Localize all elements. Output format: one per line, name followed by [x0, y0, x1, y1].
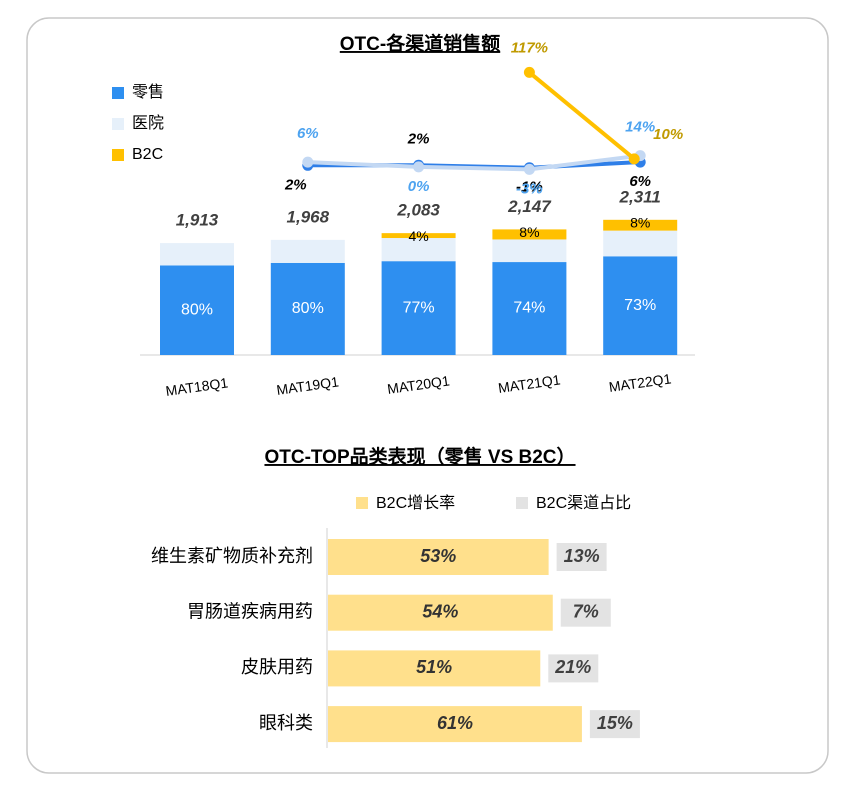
- bar-label: 73%: [624, 297, 656, 314]
- growth-label: 6%: [297, 125, 319, 142]
- share-box: [548, 654, 599, 683]
- total-label: 1,968: [287, 207, 330, 226]
- growth-point: [523, 163, 535, 175]
- legend-label: B2C: [132, 146, 163, 163]
- bar-label: 8%: [519, 224, 539, 240]
- bar-label: 61%: [437, 713, 473, 733]
- bar-label: 77%: [403, 299, 435, 316]
- bar-segment: [381, 233, 456, 239]
- share-label: 21%: [554, 657, 591, 677]
- legend-swatch: [112, 149, 124, 161]
- bar-segment: [270, 262, 345, 355]
- bar-label: 4%: [408, 228, 428, 244]
- growth-label: 117%: [511, 39, 548, 56]
- chart-title: OTC-TOP品类表现（零售 VS B2C）: [264, 445, 575, 468]
- legend-swatch: [112, 118, 124, 130]
- bar-segment: [492, 239, 567, 263]
- bar-segment: [492, 262, 567, 355]
- legend-label: 医院: [132, 114, 164, 132]
- bar-label: 51%: [416, 657, 452, 677]
- growth-label: 10%: [653, 126, 683, 143]
- share-label: 13%: [564, 546, 600, 566]
- share-label: 7%: [573, 601, 599, 621]
- legend-label: 零售: [132, 83, 164, 101]
- share-label: 15%: [597, 713, 633, 733]
- y-tick-label: 眼科类: [259, 713, 313, 733]
- growth-point: [413, 161, 425, 173]
- share-box: [560, 598, 611, 627]
- y-tick-label: 皮肤用药: [241, 657, 313, 677]
- bar: [328, 539, 549, 575]
- bar-label: 8%: [630, 215, 650, 231]
- bar-segment: [160, 265, 234, 355]
- bar-segment: [270, 239, 345, 263]
- total-label: 2,147: [507, 197, 552, 216]
- bar-label: 80%: [181, 301, 213, 318]
- growth-line: [528, 70, 636, 161]
- growth-point: [628, 153, 640, 165]
- growth-label: -1%: [516, 179, 543, 196]
- bar: [328, 594, 553, 631]
- card: [26, 17, 829, 774]
- bar-segment: [160, 243, 234, 266]
- bar-segment: [603, 219, 678, 231]
- growth-label: -3%: [516, 180, 543, 197]
- growth-point: [523, 66, 535, 78]
- total-label: 1,913: [176, 211, 219, 230]
- bar-segment: [603, 230, 678, 257]
- legend-swatch: [356, 497, 368, 509]
- bar: [328, 706, 582, 743]
- growth-point: [302, 156, 314, 168]
- bar-label: 74%: [513, 300, 545, 317]
- growth-label: 2%: [407, 130, 430, 147]
- bar-segment: [603, 256, 678, 355]
- growth-label: 2%: [284, 176, 307, 193]
- total-label: 2,083: [396, 201, 440, 220]
- y-tick-label: 维生素矿物质补充剂: [151, 546, 313, 566]
- legend-label: B2C渠道占比: [536, 494, 631, 512]
- share-box: [556, 543, 607, 571]
- chart-title: OTC-各渠道销售额: [340, 32, 500, 55]
- growth-line: [307, 153, 641, 172]
- growth-label: 0%: [408, 178, 430, 195]
- bar-segment: [492, 229, 567, 240]
- y-tick-label: 胃肠道疾病用药: [187, 601, 313, 621]
- total-label: 2,311: [619, 187, 661, 206]
- share-box: [589, 710, 640, 739]
- legend-label: B2C增长率: [376, 494, 455, 512]
- bar: [328, 650, 541, 687]
- growth-label: 14%: [625, 119, 655, 136]
- bar-label: 54%: [422, 601, 458, 621]
- growth-label: 6%: [629, 173, 651, 190]
- legend-swatch: [112, 87, 124, 99]
- bar-label: 80%: [292, 300, 324, 317]
- bar-label: 53%: [420, 546, 456, 566]
- bar-segment: [381, 238, 456, 262]
- bar-segment: [381, 261, 456, 355]
- legend-swatch: [516, 497, 528, 509]
